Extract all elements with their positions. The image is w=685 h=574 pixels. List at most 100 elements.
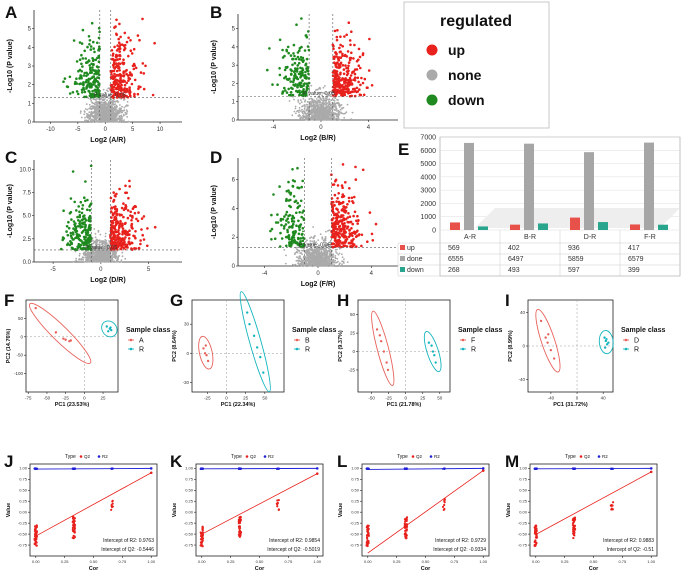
none-point bbox=[336, 110, 338, 112]
down-point bbox=[88, 209, 92, 212]
none-point bbox=[82, 252, 85, 255]
none-point bbox=[110, 261, 113, 263]
down-point bbox=[75, 90, 79, 93]
none-point bbox=[309, 110, 312, 112]
up-point bbox=[121, 61, 124, 64]
up-point bbox=[118, 80, 121, 83]
none-point bbox=[332, 264, 334, 267]
none-point bbox=[324, 92, 326, 95]
down-point bbox=[87, 227, 91, 231]
none-point bbox=[106, 99, 108, 102]
up-point bbox=[353, 87, 357, 91]
none-point bbox=[93, 119, 96, 122]
none-point bbox=[124, 257, 127, 260]
none-point bbox=[317, 263, 320, 266]
none-point bbox=[298, 264, 301, 266]
none-point bbox=[285, 254, 287, 257]
none-point bbox=[324, 239, 327, 242]
none-point bbox=[298, 257, 300, 260]
down-point bbox=[72, 39, 76, 42]
none-point bbox=[113, 101, 115, 103]
down-point bbox=[79, 238, 82, 242]
none-point bbox=[107, 109, 109, 111]
y-tick-label: 1 bbox=[232, 100, 236, 106]
down-point bbox=[65, 230, 68, 233]
none-point bbox=[296, 110, 298, 113]
none-point bbox=[114, 100, 117, 103]
none-point bbox=[309, 237, 311, 240]
none-point bbox=[83, 111, 86, 113]
y-tick-label: 6 bbox=[232, 178, 236, 184]
none-point bbox=[308, 253, 311, 255]
down-point bbox=[285, 48, 288, 52]
none-point bbox=[323, 252, 326, 255]
none-point bbox=[118, 109, 120, 112]
none-point bbox=[122, 114, 125, 117]
up-point bbox=[117, 236, 121, 239]
none-point bbox=[319, 233, 322, 236]
none-point bbox=[82, 258, 85, 261]
up-point bbox=[124, 236, 127, 239]
panel-letter-E: E bbox=[398, 140, 409, 159]
none-point bbox=[313, 264, 315, 267]
down-point bbox=[76, 225, 80, 228]
up-point bbox=[113, 216, 117, 219]
none-point bbox=[314, 234, 316, 237]
none-point bbox=[299, 252, 302, 255]
up-point bbox=[133, 247, 136, 250]
up-point bbox=[360, 244, 363, 248]
none-point bbox=[116, 120, 119, 123]
none-point bbox=[104, 232, 107, 235]
none-point bbox=[115, 255, 117, 258]
none-point bbox=[104, 250, 107, 253]
y-axis-label: -Log10 (P value) bbox=[7, 184, 14, 238]
up-point bbox=[333, 29, 337, 33]
none-point bbox=[79, 110, 82, 113]
up-point bbox=[126, 90, 129, 93]
none-point bbox=[90, 113, 93, 116]
up-point bbox=[128, 71, 132, 74]
x-tick-label: 0 bbox=[99, 267, 103, 273]
up-point bbox=[112, 82, 116, 86]
none-point bbox=[318, 259, 321, 262]
up-point bbox=[111, 57, 115, 61]
none-point bbox=[121, 255, 124, 258]
none-point bbox=[101, 110, 104, 113]
none-point bbox=[325, 102, 328, 105]
up-point bbox=[127, 54, 130, 58]
none-point bbox=[88, 114, 91, 117]
down-point bbox=[303, 49, 307, 52]
up-point bbox=[348, 56, 352, 60]
up-point bbox=[113, 225, 117, 228]
up-point bbox=[122, 246, 126, 250]
none-point bbox=[313, 256, 315, 258]
up-point bbox=[111, 54, 115, 57]
panel-letter-A: A bbox=[5, 3, 17, 22]
none-point bbox=[120, 110, 122, 112]
none-point bbox=[104, 119, 107, 122]
up-point bbox=[130, 82, 134, 86]
down-point bbox=[296, 51, 300, 54]
none-point bbox=[112, 120, 115, 123]
down-point bbox=[96, 56, 99, 60]
none-point bbox=[311, 99, 313, 102]
up-point bbox=[340, 88, 343, 92]
none-point bbox=[128, 121, 131, 123]
up-point bbox=[117, 226, 121, 230]
none-point bbox=[119, 117, 122, 120]
none-point bbox=[317, 116, 320, 119]
none-point bbox=[99, 113, 102, 115]
none-point bbox=[104, 101, 107, 103]
up-point bbox=[334, 69, 337, 73]
up-point bbox=[142, 238, 146, 241]
down-point bbox=[86, 230, 90, 234]
none-point bbox=[112, 102, 114, 105]
up-point bbox=[133, 204, 137, 208]
none-point bbox=[102, 115, 105, 118]
none-point bbox=[337, 101, 339, 104]
none-point bbox=[319, 252, 322, 255]
none-point bbox=[318, 102, 321, 104]
up-point bbox=[132, 234, 135, 238]
none-point bbox=[312, 107, 315, 110]
none-point bbox=[339, 108, 342, 111]
